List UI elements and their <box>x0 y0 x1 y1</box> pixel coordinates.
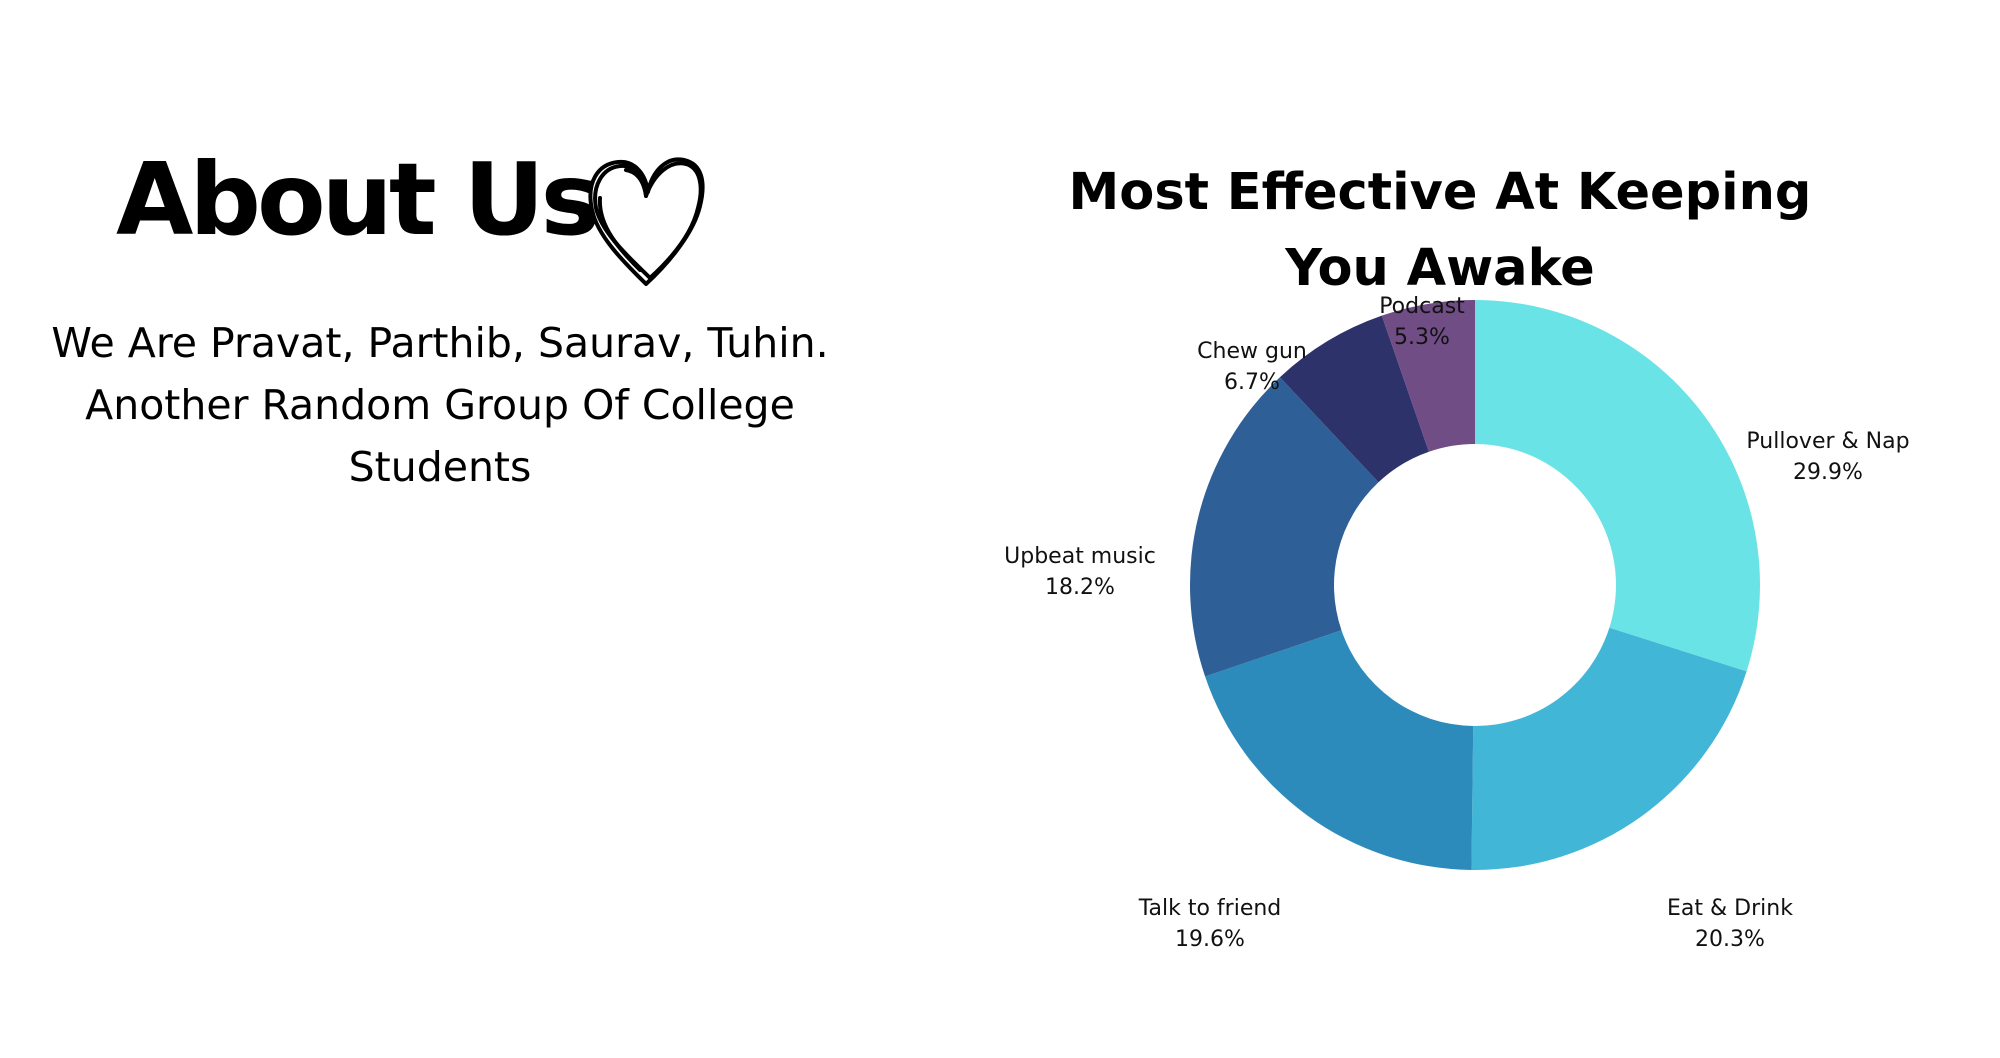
slice-label: Eat & Drink <box>1667 896 1793 921</box>
slice-chew-gun <box>1279 315 1429 483</box>
slice-label: Talk to friend <box>1138 896 1282 921</box>
slice-podcast <box>1381 300 1475 452</box>
slice-value-label: 29.9% <box>1793 460 1863 485</box>
slice-value-label: 19.6% <box>1175 927 1245 952</box>
about-section: About Us We Are Pravat, Parthib, Saurav,… <box>0 0 880 520</box>
chart-title: Most Effective At Keeping You Awake <box>1068 163 1812 298</box>
slice-label: Upbeat music <box>1004 544 1156 569</box>
about-description: We Are Pravat, Parthib, Saurav, Tuhin. A… <box>51 319 829 491</box>
slice-eat-drink <box>1471 627 1747 870</box>
slice-value-label: 20.3% <box>1695 927 1765 952</box>
heart-icon <box>588 157 705 286</box>
slice-label: Pullover & Nap <box>1746 429 1909 454</box>
chart-labels: Pullover & Nap 29.9% Eat & Drink 20.3% Talk … <box>1004 294 1909 952</box>
slice-upbeat-music <box>1190 377 1379 677</box>
slice-value-label: 5.3% <box>1394 325 1450 350</box>
slice-value-label: 18.2% <box>1045 575 1115 600</box>
slice-talk-to-friend <box>1205 630 1474 870</box>
slice-label: Chew gun <box>1197 339 1307 364</box>
slice-pullover-nap <box>1475 300 1760 672</box>
slice-value-label: 6.7% <box>1224 370 1280 395</box>
about-title: About Us <box>116 141 600 258</box>
slice-label: Podcast <box>1379 294 1465 319</box>
chart-slices <box>1190 300 1760 870</box>
